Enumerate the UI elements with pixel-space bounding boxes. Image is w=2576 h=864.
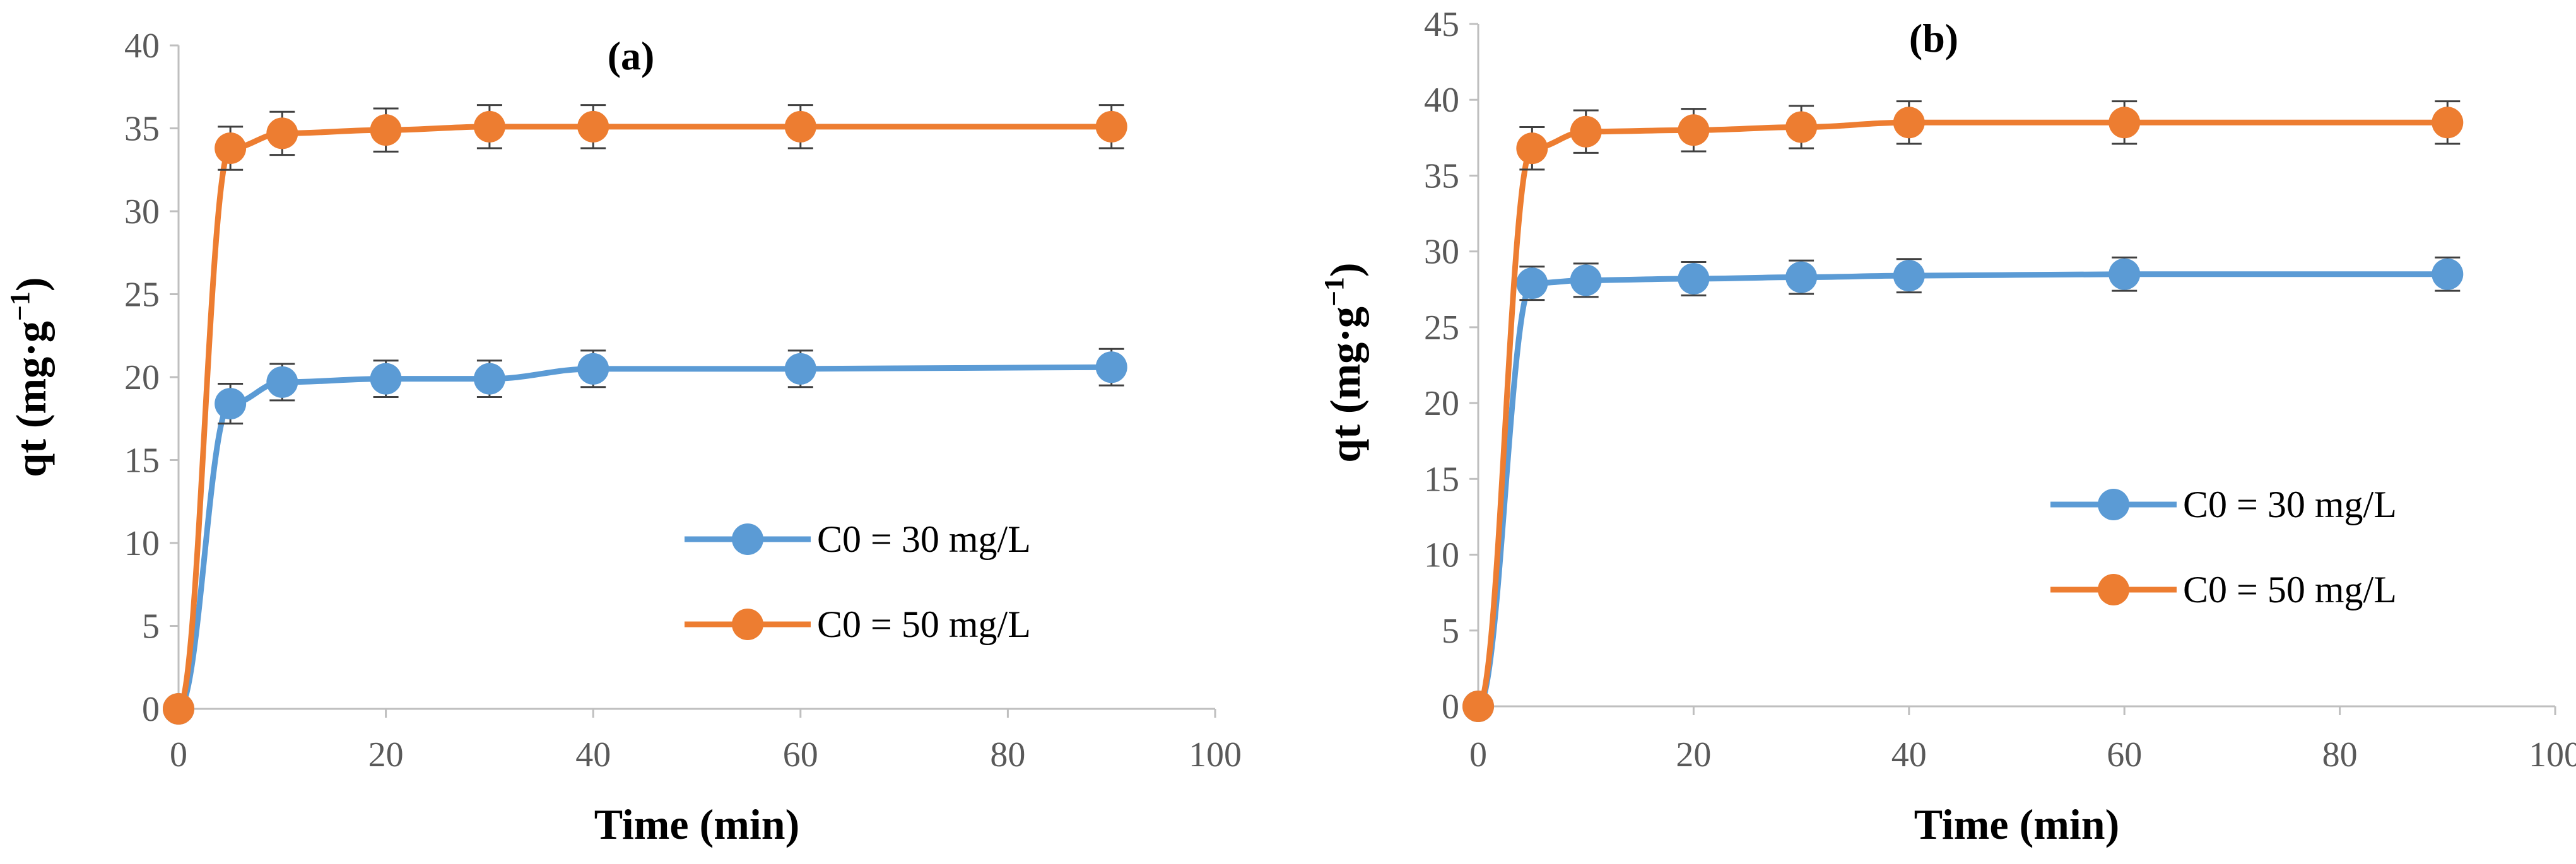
chart-a-series-1-point: [784, 353, 816, 385]
chart-b-y-tick-label: 5: [1442, 612, 1459, 651]
chart-a-y-tick-label: 0: [142, 690, 160, 729]
chart-b-legend-item-1: C0 = 30 mg/L: [2050, 484, 2397, 525]
chart-a-y-tick-label: 15: [124, 441, 160, 481]
chart-a-y-tick-label: 25: [124, 276, 160, 315]
chart-b-legend-item-2: C0 = 50 mg/L: [2050, 569, 2397, 610]
chart-b-series-2-point: [1570, 115, 1602, 148]
chart-a-x-tick-label: 80: [990, 735, 1025, 774]
chart-b-legend-label: C0 = 30 mg/L: [2183, 484, 2397, 525]
chart-b-x-tick-label: 20: [1676, 735, 1711, 774]
chart-a-legend-label: C0 = 50 mg/L: [817, 604, 1031, 645]
chart-b-series-1-point: [1570, 264, 1602, 296]
chart-a-series-2-point: [215, 132, 247, 165]
chart-a-series-1-point: [1095, 351, 1127, 383]
chart-a-y-tick-label: 40: [124, 26, 160, 66]
chart-b-series-1-point: [1785, 261, 1818, 293]
chart-b-series-2-point: [1893, 107, 1925, 139]
chart-b-series-2-point: [1785, 111, 1818, 143]
chart-a-series-1-point: [473, 363, 505, 395]
chart-b-y-tick-label: 35: [1424, 156, 1459, 196]
chart-a-y-tick-label: 30: [124, 192, 160, 231]
chart-a-title: (a): [608, 33, 655, 78]
chart-a-series-1-point: [577, 353, 609, 385]
chart-a-series-2-point: [1095, 110, 1127, 143]
chart-b-legend-marker: [2098, 489, 2129, 520]
chart-a-x-tick-label: 0: [170, 735, 187, 774]
chart-a-legend-item-2: C0 = 50 mg/L: [685, 604, 1031, 645]
chart-a-x-tick-label: 40: [575, 735, 611, 774]
chart-b-series-2-point: [2108, 107, 2141, 139]
chart-b-y-tick-label: 0: [1442, 687, 1459, 727]
chart-a-series-1-point: [266, 366, 298, 398]
chart-b-legend-marker: [2098, 574, 2129, 605]
chart-a-series-1-point: [370, 363, 402, 395]
chart-b-series-1-point: [1516, 267, 1548, 300]
chart-b-y-tick-label: 15: [1424, 460, 1459, 499]
chart-b-legend-label: C0 = 50 mg/L: [2183, 569, 2397, 610]
chart-b-series-2-point: [1678, 114, 1710, 146]
chart-a-legend-marker: [732, 523, 763, 555]
chart-a-series-2: [163, 104, 1127, 725]
chart-b-y-tick-label: 20: [1424, 384, 1459, 423]
chart-a-x-tick-label: 60: [783, 735, 818, 774]
chart-b-series-2-point: [1516, 132, 1548, 165]
chart-a-series-2-line: [175, 124, 1112, 712]
chart-b-series-2-point: [2432, 107, 2464, 139]
chart-a-series-2-point: [577, 110, 609, 143]
chart-b-panel: 0 5 10 15 20 25 30 35 40 45 0 20 40 60 80 100 Time (min)…: [1319, 5, 2576, 848]
chart-b-y-axis-label: qt (mg·g−1): [1319, 262, 1369, 462]
chart-a-series-2-point: [266, 117, 298, 149]
chart-b-x-tick-label: 40: [1891, 735, 1927, 774]
chart-b-series-1-point: [2432, 258, 2464, 290]
chart-a-y-tick-label: 20: [124, 358, 160, 397]
chart-b-x-tick-label: 0: [1469, 735, 1487, 774]
chart-a-series-2-point: [784, 110, 816, 143]
chart-a-legend-item-1: C0 = 30 mg/L: [685, 518, 1031, 560]
chart-b-series-1-point: [1678, 262, 1710, 295]
chart-b-series-2-line: [1475, 119, 2448, 709]
chart-a-y-tick-label: 10: [124, 524, 160, 563]
chart-b-x-axis-label: Time (min): [1914, 800, 2120, 848]
chart-b-series-2: [1462, 100, 2464, 722]
chart-b-series-2-point: [1462, 691, 1494, 722]
chart-b-series-1-point: [1893, 260, 1925, 292]
chart-a-series-1: [163, 347, 1127, 725]
chart-a-series-1-point: [215, 388, 247, 420]
chart-a-series-2-point: [163, 693, 194, 725]
chart-b-y-tick-label: 25: [1424, 308, 1459, 347]
chart-b-x-tick-label: 80: [2322, 735, 2358, 774]
chart-a-series-2-point: [473, 110, 505, 143]
chart-b-x-tick-label: 100: [2529, 735, 2576, 774]
chart-b-y-tick-label: 45: [1424, 5, 1459, 44]
chart-a-y-tick-label: 35: [124, 110, 160, 149]
chart-a-x-tick-label: 100: [1189, 735, 1242, 774]
chart-b-y-tick-label: 10: [1424, 536, 1459, 575]
chart-a-x-axis-label: Time (min): [594, 800, 800, 848]
chart-b-y-tick-label: 30: [1424, 233, 1459, 272]
chart-a-legend-marker: [732, 609, 763, 640]
chart-b-x-tick-label: 60: [2107, 735, 2142, 774]
chart-a-y-axis-label: qt (mg·g−1): [4, 277, 55, 477]
chart-a-legend-label: C0 = 30 mg/L: [817, 518, 1031, 560]
chart-a-y-tick-label: 5: [142, 607, 160, 646]
chart-b-y-tick-label: 40: [1424, 81, 1459, 120]
chart-a-panel: 0 5 10 15 20 25 30 35 40 0 20 40 60 80 100 Time (min) qt…: [4, 26, 1242, 848]
chart-b-series-1: [1462, 256, 2464, 722]
chart-b-title: (b): [1909, 16, 1958, 61]
chart-b-series-1-point: [2108, 258, 2141, 290]
chart-a-series-1-line: [177, 364, 1112, 712]
chart-a-series-2-point: [370, 114, 402, 146]
chart-a-x-tick-label: 20: [368, 735, 404, 774]
chart-b-series-1-line: [1476, 271, 2448, 709]
